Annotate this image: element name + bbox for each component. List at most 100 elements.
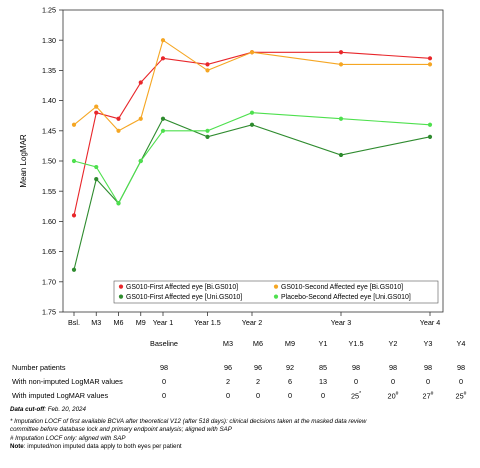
data-point [249, 110, 255, 115]
cutoff-value: : Feb. 20, 2024 [44, 406, 86, 413]
legend-label: GS010-Second Affected eye [Bi.GS010] [281, 284, 403, 291]
table-cell: 0 [287, 391, 293, 400]
table-column-header: M3 [222, 339, 234, 348]
table-cell: 92 [285, 363, 295, 372]
table-cell: 98 [423, 363, 433, 372]
y-tick-label: 1.30 [42, 36, 56, 45]
table-cell: 0 [390, 377, 396, 386]
series-line [73, 51, 431, 216]
data-cutoff-line: Data cut-off: Feb. 20, 2024 [10, 406, 475, 415]
table-column-header: Baseline [150, 339, 178, 348]
table-cell: 0 [425, 377, 431, 386]
series-layer [71, 38, 433, 272]
line-chart: 1.25 1.30 1.35 1.40 1.45 1.50 1.55 1.60 1.65 1.70… [19, 6, 444, 327]
data-point [427, 56, 433, 61]
data-point [427, 134, 433, 139]
data-point [205, 68, 210, 73]
table-cell: 0 [320, 391, 326, 400]
data-point [160, 128, 166, 133]
data-point [94, 110, 99, 115]
table-cell-mark: # [395, 391, 399, 397]
imputation-note-2: committee before database lock and prima… [10, 426, 232, 434]
data-point [116, 128, 121, 133]
table-cell: 98 [159, 363, 169, 372]
table-cell: 98 [351, 363, 361, 372]
y-tick-label: 1.60 [42, 217, 56, 226]
data-point [338, 62, 344, 67]
data-point [249, 50, 255, 55]
x-tick-label: Bsl. [68, 318, 80, 327]
table-cell-mark: * [359, 391, 362, 397]
y-tick-label: 1.65 [42, 247, 56, 256]
data-point [338, 152, 344, 158]
legend-marker [273, 284, 279, 289]
y-axis: 1.25 1.30 1.35 1.40 1.45 1.50 1.55 1.60 1.65 1.70… [42, 6, 63, 317]
y-tick-label: 1.50 [42, 157, 56, 166]
x-tick-label: Year 4 [420, 318, 441, 327]
data-point [116, 201, 121, 206]
table-column-header: M9 [284, 339, 296, 348]
table-cell: 0 [255, 391, 261, 400]
table-column-header: Y3 [423, 339, 433, 348]
x-tick-label: M6 [114, 318, 124, 327]
x-tick-label: M9 [136, 318, 146, 327]
legend-label: Placebo-Second Affected eye [Uni.GS010] [281, 294, 411, 301]
data-point [205, 128, 210, 133]
legend: GS010-First Affected eye [Bi.GS010] GS010… [113, 280, 439, 304]
footnotes: Data cut-off: Feb. 20, 2024 * Imputation… [10, 406, 475, 452]
table-column-header: Y4 [456, 339, 466, 348]
table-cell: 13 [318, 377, 328, 386]
table-cell: 25# [455, 391, 467, 401]
table-cell: 27# [422, 391, 434, 401]
y-tick-label: 1.25 [42, 6, 56, 15]
x-axis: Bsl. M3 M6 M9 Year 1 Year 1.5 Year 2 Year 3 Year… [68, 312, 440, 327]
data-point [94, 104, 99, 109]
table-cell: 98 [456, 363, 466, 372]
table-cell: 0 [458, 377, 464, 386]
note-line: Note: imputed/non imputed data apply to … [10, 443, 475, 452]
data-point [160, 56, 166, 61]
x-tick-label: Year 1 [153, 318, 174, 327]
series-line [73, 118, 431, 270]
legend-marker [273, 294, 279, 299]
y-tick-label: 1.70 [42, 277, 56, 286]
imputation-note-3: # Imputation LOCF only: aligned with SAP [10, 434, 126, 442]
table-cell-mark: # [430, 391, 434, 397]
data-point [205, 134, 210, 139]
table-column-header: Y1 [318, 339, 328, 348]
table-column-header: M6 [252, 339, 264, 348]
table-cell-mark: # [463, 391, 467, 397]
note-label: Note [10, 443, 24, 451]
table-row-label: Number patients [12, 363, 66, 372]
data-point [338, 50, 344, 55]
data-point [338, 116, 344, 121]
patient-count-table: Baseline M3 M6 M9 Y1 Y1.5 Y2 Y3 Y4 Number patien… [0, 334, 480, 400]
y-tick-label: 1.45 [42, 126, 56, 135]
table-cell: 96 [223, 363, 233, 372]
data-point [71, 158, 77, 164]
data-point [71, 122, 77, 127]
table-cell: 85 [318, 363, 328, 372]
y-tick-label: 1.75 [42, 308, 56, 317]
table-row-label: With imputed LogMAR values [12, 391, 109, 400]
data-point [160, 38, 166, 43]
table-cell: 6 [287, 377, 293, 386]
table-cell: 96 [253, 363, 263, 372]
legend-marker [118, 284, 124, 289]
legend-box [113, 280, 439, 304]
data-point [427, 122, 433, 127]
data-point [205, 62, 210, 67]
data-point [427, 62, 433, 67]
table-cell: 25* [350, 391, 362, 401]
y-tick-label: 1.40 [42, 96, 56, 105]
table-column-header: Y1.5 [348, 339, 364, 348]
imputation-note-1: * Imputation LOCF of first available BCV… [10, 417, 367, 425]
table-cell: 2 [255, 377, 261, 386]
x-tick-label: Year 1.5 [194, 318, 221, 327]
data-point [116, 116, 121, 121]
table-cell: 0 [161, 377, 167, 386]
y-tick-label: 1.55 [42, 187, 56, 196]
cutoff-label: Data cut-off [10, 406, 45, 413]
table-cell: 98 [388, 363, 398, 372]
table-cell: 0 [225, 391, 231, 400]
